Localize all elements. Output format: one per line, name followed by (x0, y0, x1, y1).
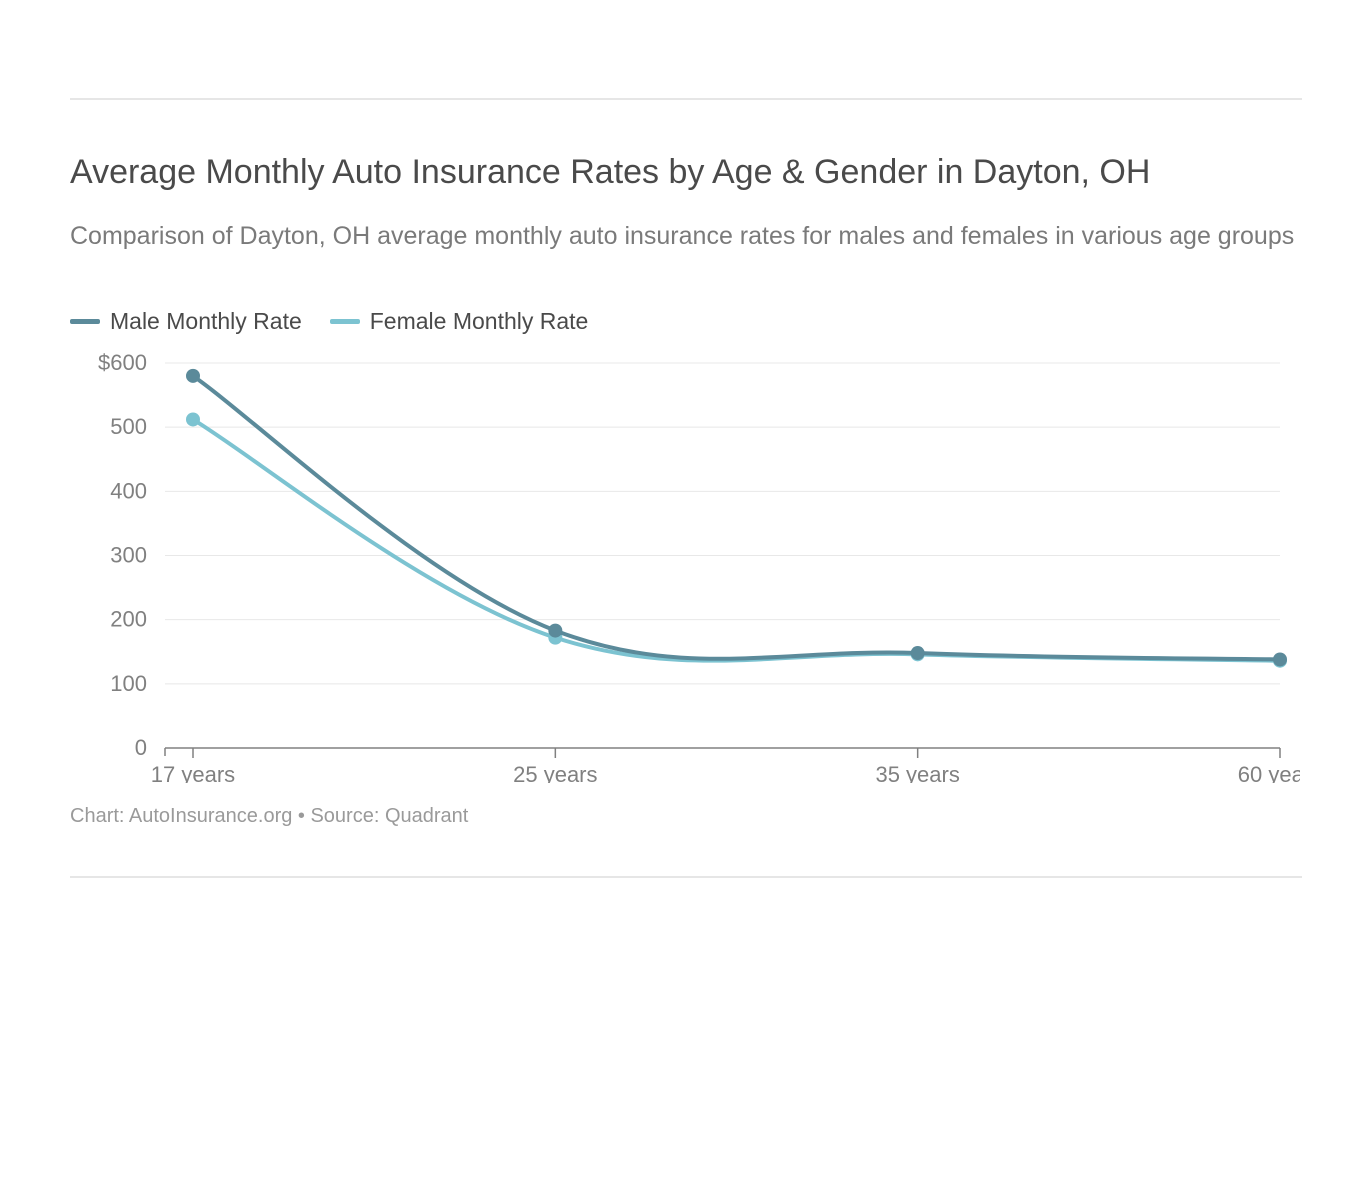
legend-item-female: Female Monthly Rate (330, 308, 589, 335)
svg-text:100: 100 (110, 671, 147, 696)
line-chart: 0 100 200 300 400 500 $600 17 years 25 years 35 y… (70, 353, 1300, 783)
svg-text:0: 0 (135, 735, 147, 760)
legend-label-male: Male Monthly Rate (110, 308, 302, 335)
svg-text:$600: $600 (98, 353, 147, 375)
bottom-divider (70, 876, 1302, 878)
svg-text:17 years: 17 years (151, 762, 235, 783)
chart-subtitle: Comparison of Dayton, OH average monthly… (70, 218, 1302, 254)
chart-source: Chart: AutoInsurance.org • Source: Quadr… (70, 805, 1302, 828)
legend-item-male: Male Monthly Rate (70, 308, 302, 335)
svg-text:400: 400 (110, 478, 147, 503)
legend-swatch-male (70, 319, 100, 324)
svg-text:500: 500 (110, 414, 147, 439)
svg-text:60 years: 60 years (1238, 762, 1300, 783)
legend: Male Monthly Rate Female Monthly Rate (70, 308, 1302, 335)
svg-text:25 years: 25 years (513, 762, 597, 783)
svg-text:300: 300 (110, 543, 147, 568)
chart-title: Average Monthly Auto Insurance Rates by … (70, 150, 1302, 196)
chart-area: 0 100 200 300 400 500 $600 17 years 25 years 35 y… (70, 353, 1302, 783)
legend-swatch-female (330, 319, 360, 324)
svg-text:200: 200 (110, 607, 147, 632)
top-divider (70, 98, 1302, 100)
legend-label-female: Female Monthly Rate (370, 308, 589, 335)
svg-text:35 years: 35 years (875, 762, 959, 783)
